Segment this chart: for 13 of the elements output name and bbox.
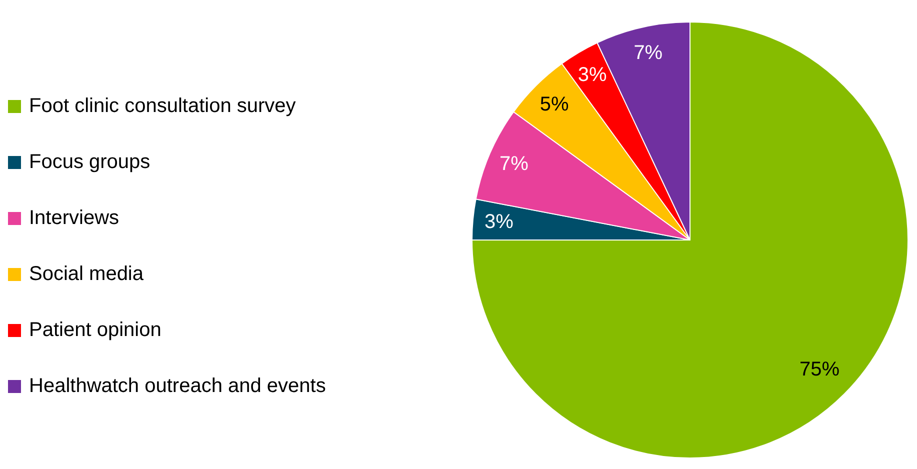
legend-label: Interviews — [29, 206, 120, 230]
data-label: 7% — [634, 42, 663, 64]
data-label: 3% — [484, 210, 514, 233]
legend-label: Focus groups — [29, 150, 150, 174]
legend-label: Foot clinic consultation survey — [29, 94, 296, 118]
legend-label: Social media — [29, 262, 144, 286]
data-label: 5% — [540, 93, 570, 116]
pie-slice — [472, 22, 908, 458]
data-label: 3% — [578, 64, 608, 86]
data-label: 7% — [499, 152, 529, 175]
data-label: 75% — [799, 358, 840, 380]
legend-label: Healthwatch outreach and events — [29, 374, 326, 398]
legend-label: Patient opinion — [29, 318, 162, 342]
